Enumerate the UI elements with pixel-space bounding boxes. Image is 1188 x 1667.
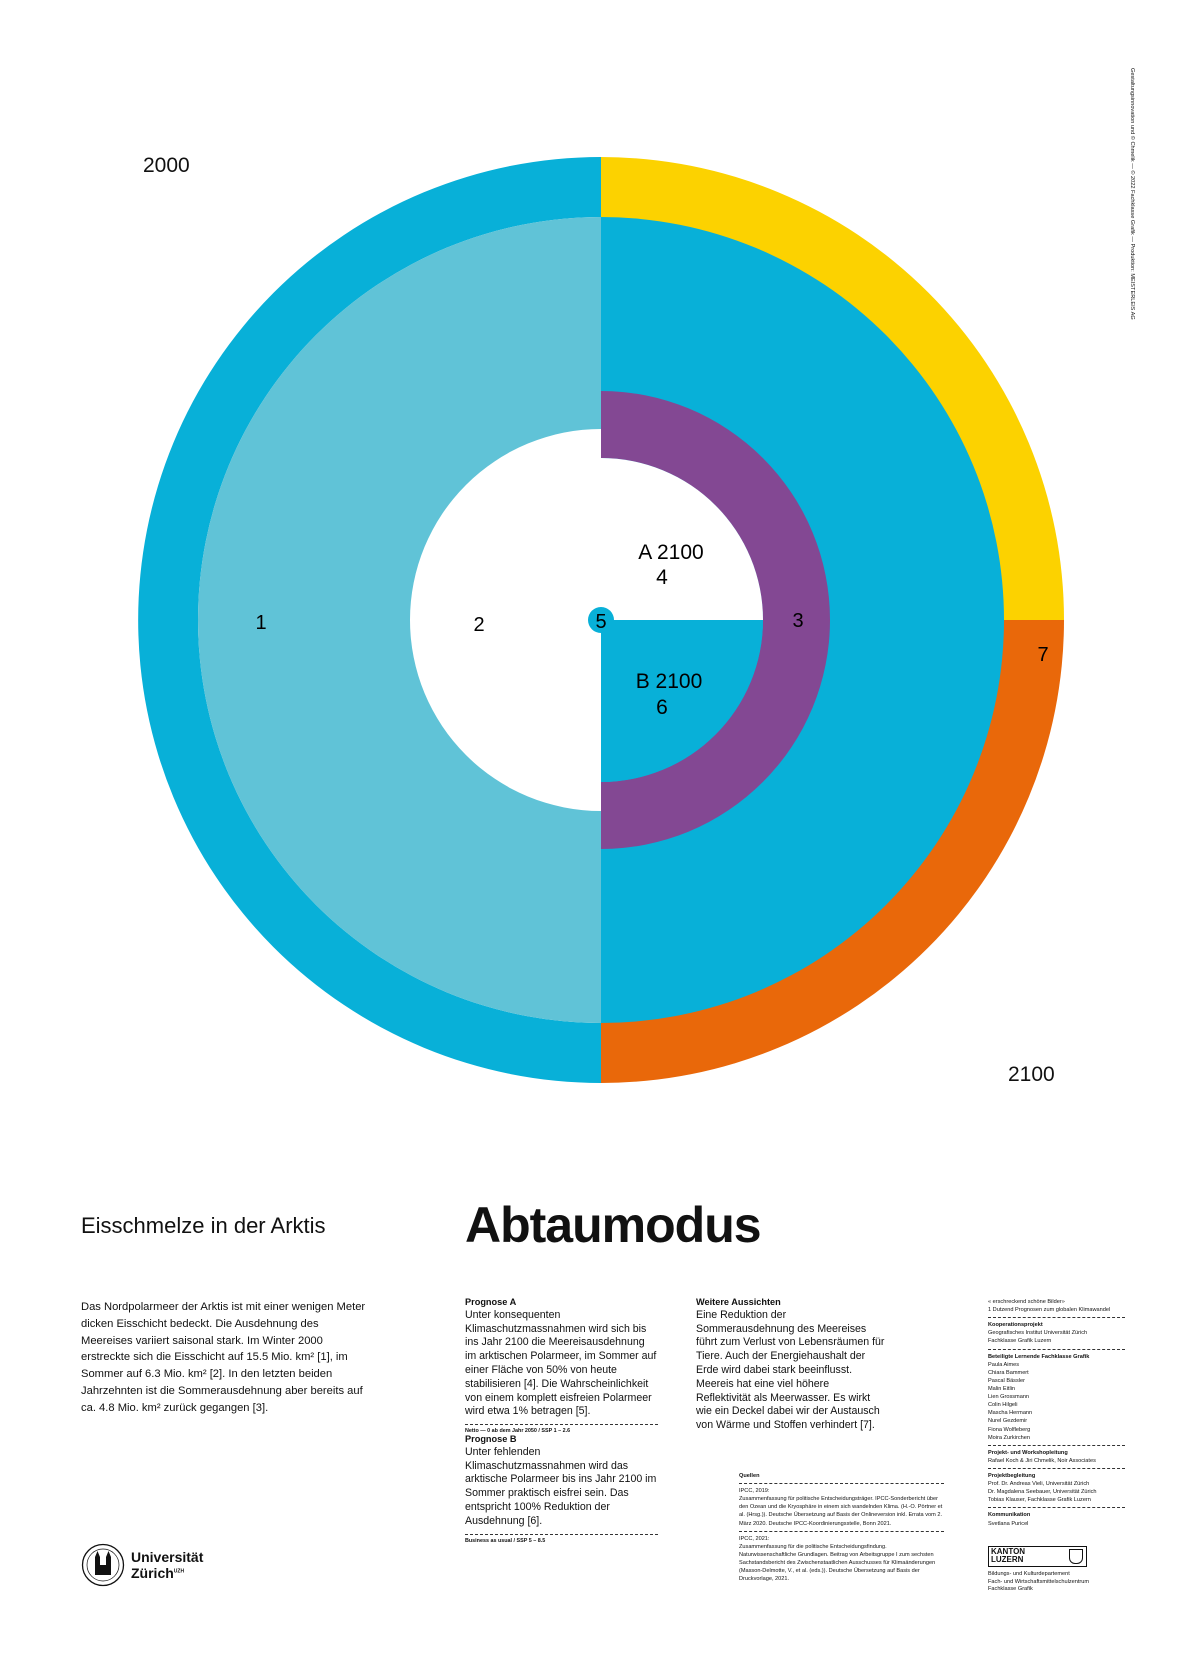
source-2-text: Zusammenfassung für die politische Entsc… [739,1543,936,1583]
lernende-name: Fiona Wolfleberg [988,1426,1031,1433]
source-1-title: IPCC, 2019: [739,1488,770,1495]
begleitung-3: Tobias Klauser, Fachklasse Grafik Luzern [988,1497,1091,1504]
lernende-title: Beteiligte Lernende Fachklasse Grafik [988,1353,1090,1360]
label-7: 7 [1037,644,1048,666]
uzh-logo: Universität ZürichUZH [81,1543,203,1587]
series-line-2: 1 Dutzend Prognosen zum globalen Klimawa… [988,1307,1111,1314]
purple-ring [601,391,830,849]
begleitung-1: Prof. Dr. Andreas Vieli, Universität Zür… [988,1481,1090,1488]
prognose-a-heading: Prognose A [465,1297,517,1307]
lernende-name: Moira Zurkirchen [988,1434,1030,1441]
series-line-1: « erschreckend schöne Bilder» [988,1299,1065,1305]
aussichten-text: Eine Reduktion der Sommerausdehnung des … [696,1308,885,1432]
koop-title: Kooperationsprojekt [988,1322,1043,1329]
kanton-shield-icon [1069,1549,1083,1564]
lernende-name: Malin Eitlin [988,1385,1016,1392]
scenario-a-area [601,458,763,620]
source-2-title: IPCC, 2021: [739,1535,770,1542]
outer-ring-2000-winter [138,157,601,1083]
center-dot [588,607,614,633]
projektleitung-text: Rafael Koch & Jiri Chmelik, Noir Associa… [988,1457,1096,1464]
lernende-name: Chiara Bammert [988,1369,1029,1376]
page-title: Abtaumodus [465,1197,762,1253]
prognose-b: Prognose B Unter fehlenden Klimaschutzma… [465,1434,658,1545]
uzh-line-2: Zürich [131,1565,174,1581]
label-2: 2 [473,614,484,636]
label-4: 4 [656,566,668,589]
lernende-name: Nurel Gezdemir [988,1418,1028,1425]
label-1: 1 [255,612,266,634]
subtitle: Eisschmelze in der Arktis [81,1213,326,1238]
prognose-b-text: Unter fehlenden Klimaschutzmassnahmen wi… [465,1445,657,1527]
label-6: 6 [656,696,668,719]
weitere-aussichten: Weitere Aussichten Eine Reduktion der So… [696,1297,886,1433]
prognose-a-text: Unter konsequenten Klimaschutzmassnahmen… [465,1308,657,1418]
label-b-2100: B 2100 [636,670,703,693]
scenario-b-area [601,620,763,782]
kommunikation-title: Kommunikation [988,1512,1031,1519]
intro-text: Das Nordpolarmeer der Arktis ist mit ein… [81,1299,371,1417]
kommunikation-text: Svetlana Puricel [988,1520,1029,1527]
year-label-2100: 2100 [1008,1063,1055,1086]
projektleitung-title: Projekt- und Workshopleitung [988,1449,1068,1456]
credits: « erschreckend schöne Bilder» 1 Dutzend … [988,1295,1125,1531]
quellen: Quellen IPCC, 2019: Zusammenfassung für … [739,1469,944,1586]
kanton-dept-3: Fachklasse Grafik [988,1586,1033,1593]
uzh-sup: UZH [173,1568,185,1575]
lernende-name: Colin Hilgeli [988,1402,1018,1409]
inner-ring-2000-summer [198,217,601,1023]
intro-paragraph: Das Nordpolarmeer der Arktis ist mit ein… [81,1301,366,1414]
quellen-heading: Quellen [739,1473,760,1479]
prognose-a: Prognose A Unter konsequenten Klimaschut… [465,1297,658,1435]
koop-2: Fachklasse Grafik Luzern [988,1338,1052,1345]
kanton-dept-2: Fach- und Wirtschaftsmittelschulzentrum [988,1578,1090,1585]
kanton-line-1: KANTON [991,1547,1026,1556]
label-a-2100: A 2100 [638,541,703,564]
kanton-line-2: LUZERN [991,1555,1024,1565]
begleitung-2: Dr. Magdalena Seebauer, Universität Züri… [988,1489,1097,1496]
kanton-luzern-logo: KANTON LUZERN [988,1546,1087,1567]
prognose-a-note: Netto — 0 ab dem Jahr 2050 / SSP 1 – 2.6 [465,1424,658,1435]
begleitung-title: Projektbegleitung [988,1472,1036,1479]
aussichten-heading: Weitere Aussichten [696,1297,781,1307]
prognose-b-heading: Prognose B [465,1434,517,1444]
prognose-b-note: Business as usual / SSP 5 – 8.5 [465,1533,658,1545]
lernende-name: Lien Grossmann [988,1394,1030,1401]
source-1-text: Zusammenfassung für politische Entscheid… [739,1496,943,1527]
label-5: 5 [595,611,606,633]
kanton-department: Bildungs- und Kulturdepartement Fach- un… [988,1571,1089,1594]
lernende-name: Paula Aimes [988,1361,1020,1368]
label-3: 3 [792,610,803,632]
lernende-name: Pascal Bässler [988,1377,1025,1384]
lernende-name: Mascha Hermann [988,1410,1033,1417]
year-label-2000: 2000 [143,154,190,177]
kanton-dept-1: Bildungs- und Kulturdepartement [988,1571,1070,1577]
uzh-line-1: Universität [131,1548,204,1565]
vertical-credit: Gestaltungsinnovation und © Chmelik — © … [1129,68,1135,320]
uzh-seal-icon [81,1543,125,1587]
koop-1: Geografisches Institut Universität Züric… [988,1330,1088,1337]
